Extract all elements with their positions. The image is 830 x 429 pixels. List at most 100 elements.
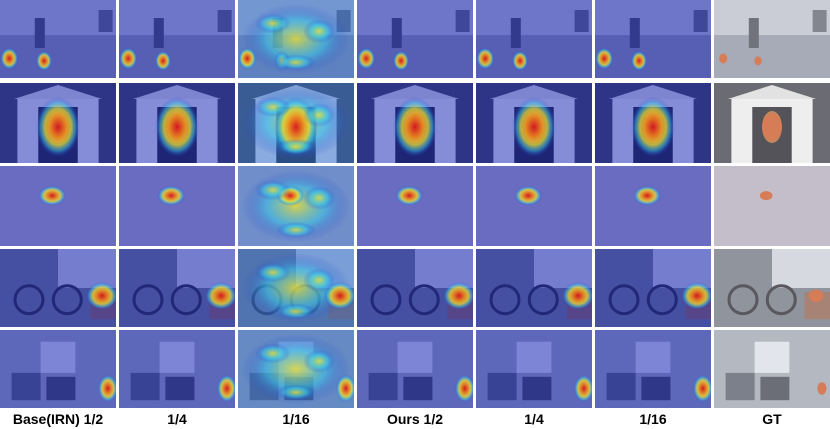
heatmap-cell-kitchen-room-col6 [595,330,711,408]
heatmap-cell-bicycles-room-col6 [595,249,711,327]
heatmap-image [119,249,235,327]
heatmap-cell-plain-small-object-col6 [595,166,711,246]
heatmap-image [0,249,116,327]
heatmap-image [238,166,354,246]
activation-hotspot [155,50,172,71]
column-caption: 1/4 [524,411,544,427]
heatmap-cell-doghouse-dog-col6 [595,83,711,163]
heatmap-image [476,249,592,327]
activation-hotspot [303,19,336,44]
activation-hotspot [395,185,424,206]
heatmap-cell-kitchen-room-col4 [357,330,473,408]
column-caption: 1/16 [282,411,310,427]
heatmap-cell-bicycles-room-col5 [476,249,592,327]
activation-hotspot [97,374,116,403]
column-caption: 1/16 [639,411,667,427]
heatmap-cell-doghouse-dog-col7 [714,83,830,163]
activation-hotspot [155,97,199,157]
activation-hotspot [692,374,711,403]
gt-object-mask [754,56,762,66]
heatmap-image [357,166,473,246]
activation-hotspot [205,281,235,310]
activation-hotspot [0,47,19,70]
heatmap-image [714,0,830,78]
heatmap-image [595,166,711,246]
heatmap-cell-doghouse-dog-col3 [238,83,354,163]
activation-hotspot [276,222,316,238]
heatmap-image [357,330,473,408]
heatmap-cell-plain-small-object-col7 [714,166,830,246]
heatmap-cell-plain-small-object-col4 [357,166,473,246]
heatmap-cell-street-dogs-col6 [595,0,711,78]
heatmap-image [238,330,354,408]
activation-hotspot [276,54,316,71]
heatmap-image [0,83,116,163]
heatmap-image [357,83,473,163]
activation-hotspot [157,185,186,206]
heatmap-image [714,330,830,408]
heatmap-image [238,83,354,163]
activation-hotspot [254,262,291,283]
heatmap-image [238,0,354,78]
column-caption: Ours 1/2 [386,411,444,427]
heatmap-cell-plain-small-object-col2 [119,166,235,246]
activation-hotspot [454,374,473,403]
activation-hotspot [303,268,336,293]
heatmap-cell-street-dogs-col5 [476,0,592,78]
activation-hotspot [324,281,354,310]
activation-hotspot [36,50,53,71]
heatmap-cell-bicycles-room-col3 [238,249,354,327]
activation-hotspot [631,97,675,157]
heatmap-image [357,249,473,327]
heatmap-image [476,166,592,246]
activation-hotspot [119,47,138,70]
heatmap-cell-kitchen-room-col5 [476,330,592,408]
activation-hotspot [633,185,662,206]
activation-hotspot [512,97,556,157]
activation-hotspot [36,97,80,157]
activation-hotspot [443,281,473,310]
heatmap-cell-bicycles-room-col2 [119,249,235,327]
activation-hotspot [254,180,291,200]
activation-hotspot [276,303,316,320]
heatmap-cell-plain-small-object-col5 [476,166,592,246]
heatmap-cell-doghouse-dog-col2 [119,83,235,163]
gt-object-mask [759,191,773,201]
heatmap-image [0,166,116,246]
heatmap-image [476,0,592,78]
activation-hotspot [303,186,336,210]
heatmap-image [119,0,235,78]
heatmap-cell-kitchen-room-col7 [714,330,830,408]
gt-object-mask [817,382,827,395]
activation-hotspot [216,374,235,403]
column-caption: Base(IRN) 1/2 [12,411,104,427]
heatmap-cell-kitchen-room-col2 [119,330,235,408]
heatmap-cell-street-dogs-col4 [357,0,473,78]
heatmap-image [595,0,711,78]
heatmap-image [0,0,116,78]
activation-hotspot [476,47,495,70]
activation-hotspot [254,97,291,117]
activation-hotspot [276,139,316,155]
heatmap-image [714,166,830,246]
heatmap-image [119,166,235,246]
heatmap-cell-street-dogs-col3 [238,0,354,78]
heatmap-image [238,249,354,327]
activation-hotspot [631,50,648,71]
heatmap-image [119,83,235,163]
activation-hotspot [357,47,376,70]
column-caption: 1/4 [167,411,187,427]
gt-object-mask [808,289,824,303]
heatmap-cell-street-dogs-col2 [119,0,235,78]
heatmap-cell-doghouse-dog-col4 [357,83,473,163]
heatmap-cell-kitchen-room-col1 [0,330,116,408]
heatmap-image [119,330,235,408]
heatmap-cell-plain-small-object-col1 [0,166,116,246]
heatmap-cell-bicycles-room-col4 [357,249,473,327]
activation-hotspot [393,50,410,71]
heatmap-cell-doghouse-dog-col5 [476,83,592,163]
activation-hotspot [38,185,67,206]
heatmap-image [0,330,116,408]
heatmap-cell-street-dogs-col7 [714,0,830,78]
